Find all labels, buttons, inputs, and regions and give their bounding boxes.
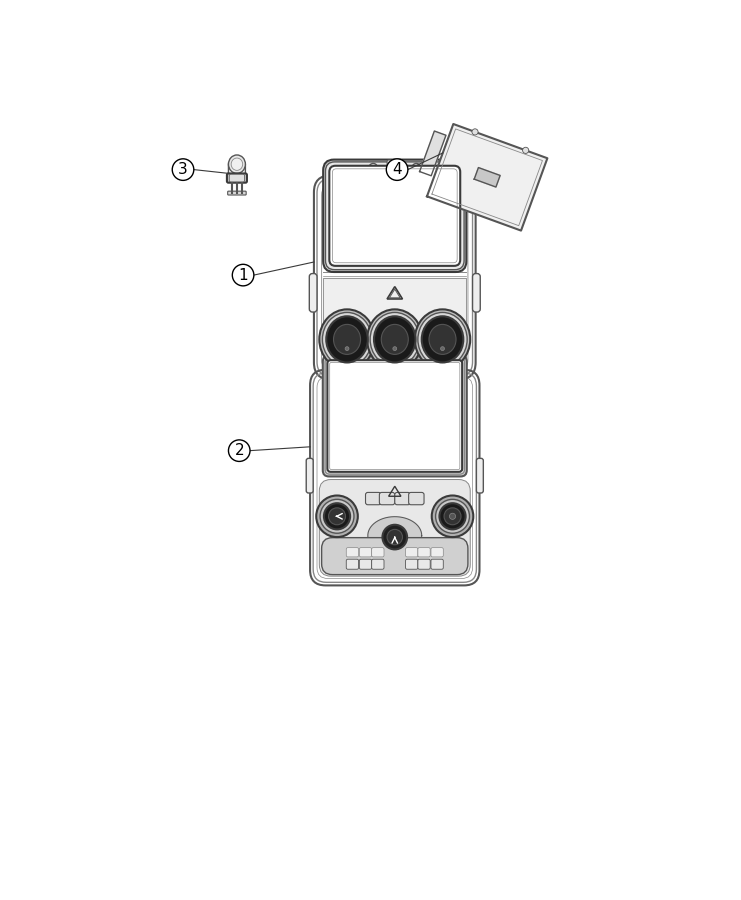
Polygon shape — [323, 278, 466, 372]
Polygon shape — [427, 124, 548, 230]
FancyBboxPatch shape — [325, 358, 465, 474]
FancyBboxPatch shape — [346, 548, 359, 557]
Ellipse shape — [439, 503, 465, 529]
FancyBboxPatch shape — [348, 372, 441, 378]
Ellipse shape — [328, 508, 345, 525]
FancyBboxPatch shape — [356, 356, 433, 370]
Ellipse shape — [382, 525, 407, 549]
Circle shape — [450, 513, 456, 519]
Circle shape — [522, 148, 529, 153]
Circle shape — [386, 158, 408, 180]
Ellipse shape — [326, 316, 368, 363]
FancyBboxPatch shape — [387, 160, 402, 166]
Ellipse shape — [333, 324, 361, 355]
Ellipse shape — [316, 496, 358, 537]
Circle shape — [172, 158, 194, 180]
FancyBboxPatch shape — [388, 356, 401, 361]
Ellipse shape — [415, 310, 471, 369]
Ellipse shape — [444, 508, 461, 525]
Ellipse shape — [374, 316, 416, 363]
Ellipse shape — [324, 503, 350, 529]
FancyBboxPatch shape — [405, 548, 418, 557]
Ellipse shape — [387, 529, 402, 544]
FancyBboxPatch shape — [359, 559, 372, 569]
Circle shape — [408, 359, 416, 366]
FancyBboxPatch shape — [353, 160, 437, 176]
FancyBboxPatch shape — [365, 492, 381, 505]
FancyBboxPatch shape — [418, 559, 431, 569]
FancyBboxPatch shape — [309, 274, 317, 312]
FancyBboxPatch shape — [379, 492, 395, 505]
Polygon shape — [474, 167, 500, 187]
Circle shape — [345, 346, 349, 350]
FancyBboxPatch shape — [418, 548, 431, 557]
Ellipse shape — [367, 310, 422, 369]
FancyBboxPatch shape — [319, 480, 471, 576]
FancyBboxPatch shape — [372, 548, 384, 557]
Circle shape — [412, 164, 421, 172]
Ellipse shape — [228, 155, 245, 174]
Ellipse shape — [418, 312, 467, 366]
Ellipse shape — [382, 324, 408, 355]
Circle shape — [374, 359, 382, 366]
FancyBboxPatch shape — [431, 559, 443, 569]
Circle shape — [472, 129, 478, 135]
Ellipse shape — [370, 312, 419, 366]
FancyBboxPatch shape — [323, 159, 466, 272]
FancyBboxPatch shape — [329, 166, 460, 266]
Circle shape — [369, 164, 377, 172]
FancyBboxPatch shape — [227, 191, 246, 195]
Ellipse shape — [432, 496, 473, 537]
FancyBboxPatch shape — [227, 174, 247, 183]
FancyBboxPatch shape — [473, 274, 480, 312]
Ellipse shape — [319, 310, 375, 369]
FancyBboxPatch shape — [323, 356, 467, 476]
FancyBboxPatch shape — [322, 537, 468, 574]
Circle shape — [228, 440, 250, 462]
Polygon shape — [368, 517, 422, 554]
Ellipse shape — [422, 316, 463, 363]
Circle shape — [441, 346, 445, 350]
Circle shape — [233, 265, 254, 286]
FancyBboxPatch shape — [476, 458, 483, 493]
FancyBboxPatch shape — [405, 559, 418, 569]
FancyBboxPatch shape — [395, 492, 411, 505]
FancyBboxPatch shape — [346, 559, 359, 569]
Text: 1: 1 — [239, 267, 248, 283]
FancyBboxPatch shape — [328, 360, 462, 472]
Ellipse shape — [320, 500, 354, 533]
FancyBboxPatch shape — [306, 458, 313, 493]
Text: 2: 2 — [234, 443, 244, 458]
Text: 4: 4 — [392, 162, 402, 177]
Ellipse shape — [231, 158, 243, 170]
FancyBboxPatch shape — [359, 548, 372, 557]
FancyBboxPatch shape — [372, 559, 384, 569]
Ellipse shape — [429, 324, 456, 355]
FancyBboxPatch shape — [228, 162, 245, 177]
FancyBboxPatch shape — [229, 175, 245, 182]
FancyBboxPatch shape — [325, 162, 464, 270]
Text: 3: 3 — [178, 162, 188, 177]
Circle shape — [393, 346, 396, 350]
Ellipse shape — [322, 312, 372, 366]
FancyBboxPatch shape — [431, 548, 443, 557]
FancyBboxPatch shape — [408, 492, 424, 505]
Ellipse shape — [436, 500, 470, 533]
Polygon shape — [419, 131, 446, 176]
